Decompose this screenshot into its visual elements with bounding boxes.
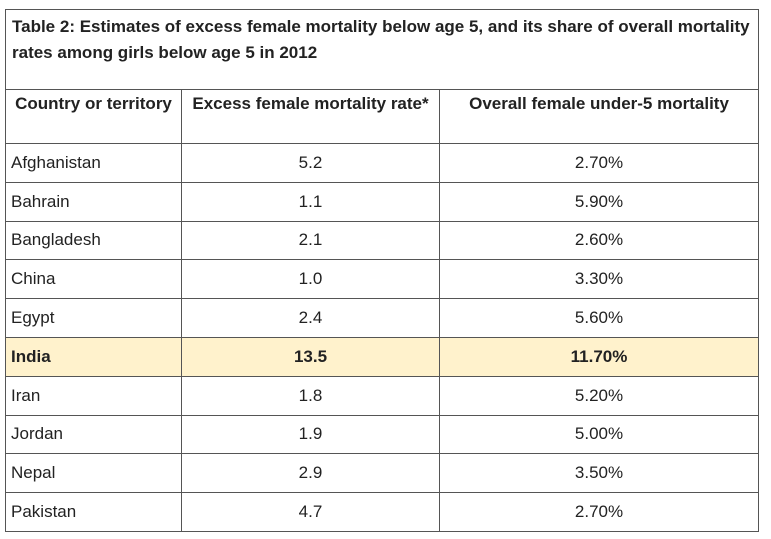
table-row: Jordan 1.9 5.00% bbox=[5, 414, 760, 455]
excess-cell: 1.1 bbox=[181, 181, 440, 222]
excess-cell: 1.8 bbox=[181, 375, 440, 416]
overall-cell: 5.20% bbox=[438, 375, 760, 416]
excess-cell: 4.7 bbox=[181, 492, 440, 532]
table-row: Iran 1.8 5.20% bbox=[5, 375, 760, 416]
overall-cell: 2.70% bbox=[438, 492, 760, 532]
table-row: Nepal 2.9 3.50% bbox=[5, 453, 760, 494]
overall-cell: 2.70% bbox=[438, 143, 760, 183]
excess-cell: 1.9 bbox=[181, 414, 440, 455]
overall-cell: 3.30% bbox=[438, 259, 760, 300]
country-cell: Afghanistan bbox=[5, 143, 182, 183]
overall-cell: 5.60% bbox=[438, 298, 760, 338]
country-cell: Bangladesh bbox=[5, 220, 182, 261]
excess-cell: 1.0 bbox=[181, 259, 440, 300]
table-caption: Table 2: Estimates of excess female mort… bbox=[4, 9, 760, 90]
excess-cell: 13.5 bbox=[181, 336, 440, 377]
excess-cell: 5.2 bbox=[181, 143, 440, 183]
excess-cell: 2.9 bbox=[181, 453, 440, 494]
overall-cell: 3.50% bbox=[438, 453, 760, 494]
table-row: Bangladesh 2.1 2.60% bbox=[5, 220, 760, 261]
table-row-highlighted: India 13.5 11.70% bbox=[5, 336, 760, 377]
header-overall-mortality: Overall female under-5 mortality bbox=[438, 89, 760, 144]
excess-cell: 2.1 bbox=[181, 220, 440, 261]
header-excess-mortality: Excess female mortality rate* bbox=[181, 89, 440, 144]
table-row: Bahrain 1.1 5.90% bbox=[5, 181, 760, 222]
excess-cell: 2.4 bbox=[181, 298, 440, 338]
overall-cell: 5.00% bbox=[438, 414, 760, 455]
caption-row: Table 2: Estimates of excess female mort… bbox=[4, 9, 760, 90]
table-row: Afghanistan 5.2 2.70% bbox=[5, 143, 760, 183]
table-row: Pakistan 4.7 2.70% bbox=[5, 492, 760, 532]
mortality-table-container: Table 2: Estimates of excess female mort… bbox=[4, 9, 760, 532]
mortality-table: Table 2: Estimates of excess female mort… bbox=[4, 9, 760, 532]
overall-cell: 2.60% bbox=[438, 220, 760, 261]
country-cell: Pakistan bbox=[5, 492, 182, 532]
overall-cell: 11.70% bbox=[438, 336, 760, 377]
country-cell: Jordan bbox=[5, 414, 182, 455]
country-cell: Nepal bbox=[5, 453, 182, 494]
country-cell: Bahrain bbox=[5, 181, 182, 222]
header-row: Country or territory Excess female morta… bbox=[5, 89, 760, 144]
country-cell: Egypt bbox=[5, 298, 182, 338]
overall-cell: 5.90% bbox=[438, 181, 760, 222]
table-row: China 1.0 3.30% bbox=[5, 259, 760, 300]
country-cell: India bbox=[5, 336, 182, 377]
header-country: Country or territory bbox=[5, 89, 182, 144]
country-cell: Iran bbox=[5, 375, 182, 416]
table-row: Egypt 2.4 5.60% bbox=[5, 298, 760, 338]
country-cell: China bbox=[5, 259, 182, 300]
